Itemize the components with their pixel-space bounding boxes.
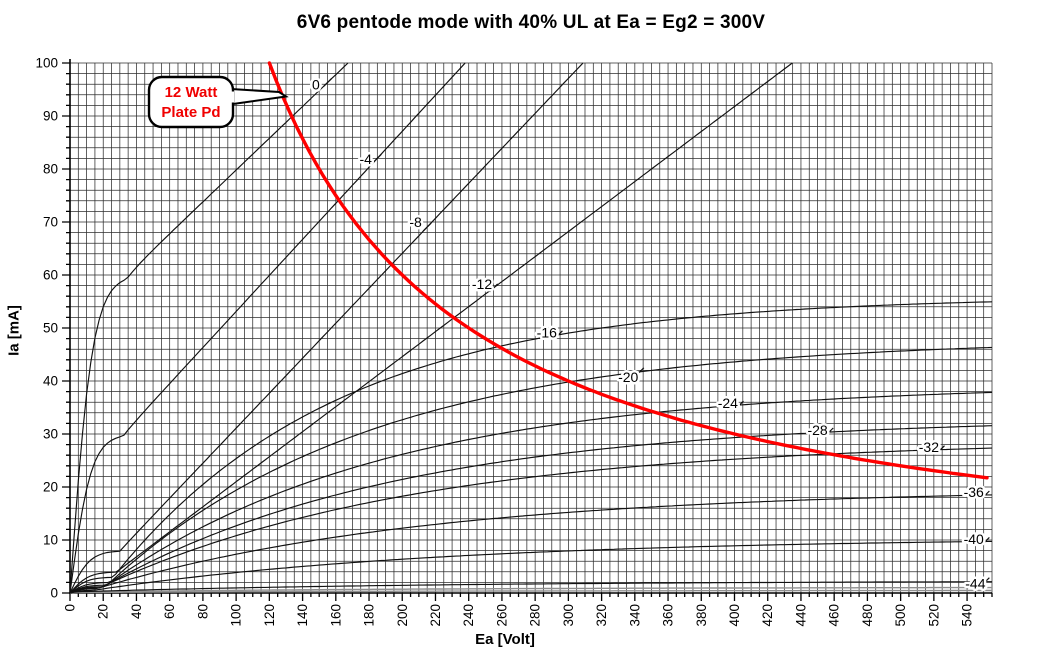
callout-seam: [226, 91, 234, 103]
y-tick-label: 30: [43, 427, 58, 442]
x-tick-label: 160: [328, 604, 343, 627]
x-tick-label: 100: [229, 604, 244, 627]
x-tick-label: 360: [661, 604, 676, 627]
plate-dissipation-limit-curve: [267, 61, 989, 480]
curve-label-tick: [635, 367, 645, 377]
x-tick-label: 480: [860, 604, 875, 627]
y-tick-label: 0: [50, 586, 58, 601]
curve-label-tick: [372, 153, 382, 163]
curve-label-vg--36: -36: [964, 484, 984, 500]
curve-vg--16: [69, 301, 993, 594]
curve-label-tick: [824, 427, 834, 437]
y-tick-label: 100: [35, 56, 58, 71]
axes: [69, 59, 992, 594]
axis-ticks: [62, 62, 993, 601]
x-tick-label: 60: [162, 604, 177, 619]
curve-label-tick: [422, 222, 432, 232]
curve-label-tick: [553, 330, 563, 340]
y-tick-label: 60: [43, 268, 58, 283]
curve-vg--4: [69, 62, 466, 594]
curve-near-cutoff: [69, 589, 992, 594]
curve-label-vg--24: -24: [718, 395, 738, 411]
x-tick-label: 460: [827, 604, 842, 627]
callout-text-line: 12 Watt: [165, 84, 218, 101]
curve-label-vg--44: -44: [965, 576, 985, 592]
x-tick-label: 140: [295, 604, 310, 627]
x-tick-label: 40: [129, 604, 144, 619]
curve-label-vg--20: -20: [618, 369, 638, 385]
y-tick-label: 80: [43, 162, 58, 177]
curve-label-tick: [980, 577, 990, 587]
x-tick-label: 440: [794, 604, 809, 627]
x-axis-title: Ea [Volt]: [475, 631, 535, 648]
x-tick-label: 340: [627, 604, 642, 627]
x-tick-label: 20: [96, 604, 111, 619]
x-tick-label: 380: [694, 604, 709, 627]
x-tick-label: 540: [960, 604, 975, 627]
curve-label-vg-0: 0: [312, 76, 320, 92]
curve-vg--36: [69, 494, 992, 594]
curve-vg--24: [69, 391, 993, 594]
x-tick-label: 260: [494, 604, 509, 627]
curve-label-tick: [980, 537, 990, 546]
y-tick-label: 10: [43, 533, 58, 548]
curve-label-vg--28: -28: [807, 422, 827, 438]
curve-label-vg--8: -8: [409, 214, 422, 230]
curve-vg--12: [69, 62, 793, 594]
y-tick-label: 50: [43, 321, 58, 336]
chart-title: 6V6 pentode mode with 40% UL at Ea = Eg2…: [296, 12, 766, 33]
grid-lines: [69, 62, 993, 594]
x-tick-label: 80: [195, 604, 210, 619]
x-tick-label: 400: [727, 604, 742, 627]
x-tick-label: 200: [395, 604, 410, 627]
x-tick-label: 320: [594, 604, 609, 627]
curve-label-tick: [489, 283, 499, 293]
x-tick-label: 240: [461, 604, 476, 627]
curve-vg--40: [69, 540, 992, 594]
curve-near-cutoff: [69, 586, 992, 594]
curve-vg--8: [69, 62, 584, 594]
curve-label-tick: [323, 78, 332, 88]
curve-label-tick: [980, 490, 990, 500]
x-tick-label: 300: [561, 604, 576, 627]
x-tick-label: 120: [262, 604, 277, 627]
x-tick-label: 180: [362, 604, 377, 627]
x-tick-label: 520: [926, 604, 941, 627]
curve-label-vg--16: -16: [537, 324, 557, 340]
x-tick-label: 420: [760, 604, 775, 627]
y-tick-label: 20: [43, 480, 58, 495]
x-tick-label: 500: [893, 604, 908, 627]
curve-vg--44: [69, 581, 992, 594]
x-tick-label: 280: [528, 604, 543, 627]
curve-label-vg--12: -12: [472, 276, 492, 292]
y-tick-label: 90: [43, 109, 58, 124]
curve-label-tick: [735, 400, 744, 410]
curve-vg--20: [69, 346, 993, 594]
curve-label-vg--4: -4: [359, 151, 372, 167]
curve-label-tick: [936, 445, 945, 455]
curve-label-vg--40: -40: [964, 531, 984, 547]
curve-vg--28: [69, 425, 993, 594]
y-tick-label: 40: [43, 374, 58, 389]
curve-vg-0: [69, 62, 349, 594]
x-tick-label: 220: [428, 604, 443, 627]
curve-label-vg--32: -32: [919, 439, 939, 455]
callout-text-line: Plate Pd: [161, 104, 220, 121]
y-tick-label: 70: [43, 215, 58, 230]
x-tick-label: 0: [63, 604, 78, 612]
curve-vg--32: [69, 447, 993, 594]
